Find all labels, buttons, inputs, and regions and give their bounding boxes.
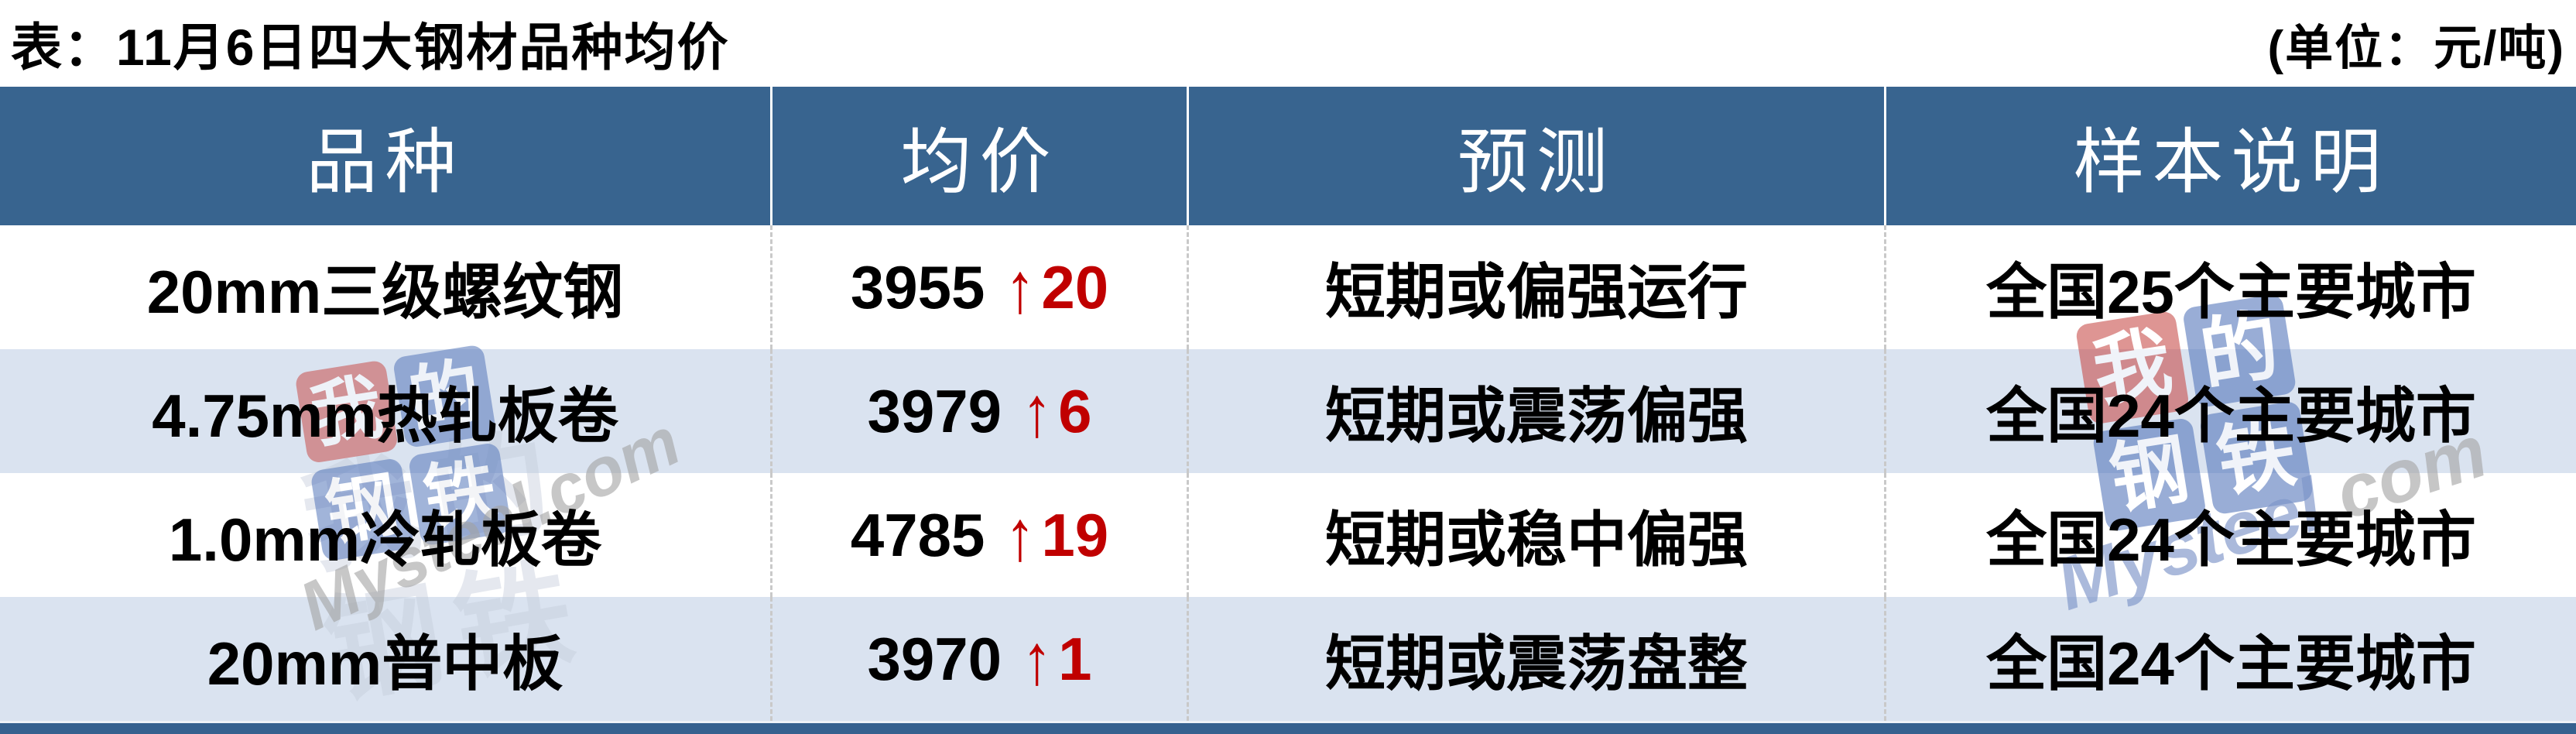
variety-cell: 4.75mm热轧板卷 — [152, 382, 618, 450]
price-value: 4785 — [850, 500, 985, 569]
forecast-cell: 短期或偏强运行 — [1324, 258, 1748, 326]
variety-cell: 20mm三级螺纹钢 — [146, 258, 624, 326]
up-arrow-icon: ↑ — [1022, 370, 1053, 451]
table-row: 4.75mm热轧板卷 3979 ↑ 6 短期或震荡偏强 全国24个主要城市 — [0, 349, 2576, 473]
table-row: 20mm三级螺纹钢 3955 ↑ 20 短期或偏强运行 全国25个主要城市 — [0, 225, 2576, 349]
forecast-cell: 短期或稳中偏强 — [1324, 506, 1748, 574]
price-change: 20 — [1041, 252, 1109, 321]
title-bar: 表：11月6日四大钢材品种均价 (单位：元/吨) — [0, 0, 2576, 87]
bottom-accent-bar — [0, 721, 2576, 734]
sample-cell: 全国24个主要城市 — [1986, 382, 2476, 450]
forecast-cell: 短期或震荡偏强 — [1324, 382, 1748, 450]
col-header-variety: 品种 — [0, 87, 772, 225]
price-cell: 3979 ↑ 6 — [867, 370, 1092, 451]
up-arrow-icon: ↑ — [1005, 246, 1036, 328]
sample-cell: 全国25个主要城市 — [1986, 258, 2476, 326]
price-change: 1 — [1058, 624, 1092, 693]
price-cell: 3970 ↑ 1 — [867, 618, 1092, 698]
variety-cell: 1.0mm冷轧板卷 — [168, 506, 602, 574]
price-cell: 3955 ↑ 20 — [850, 246, 1109, 327]
table-row: 20mm普中板 3970 ↑ 1 短期或震荡盘整 全国24个主要城市 — [0, 597, 2576, 721]
unit-label: (单位：元/吨) — [2267, 22, 2565, 75]
forecast-cell: 短期或震荡盘整 — [1324, 629, 1748, 698]
price-change: 19 — [1041, 500, 1109, 569]
price-change: 6 — [1058, 376, 1092, 445]
price-value: 3979 — [867, 376, 1002, 445]
table-row: 1.0mm冷轧板卷 4785 ↑ 19 短期或稳中偏强 全国24个主要城市 — [0, 473, 2576, 597]
col-header-sample: 样本说明 — [2073, 123, 2389, 202]
price-table-grid: 品种 均价 预测 样本说明 20mm三级螺纹钢 3955 ↑ 20 短期或偏强运行 … — [0, 87, 2576, 734]
sample-cell: 全国24个主要城市 — [1986, 629, 2476, 698]
up-arrow-icon: ↑ — [1005, 494, 1036, 575]
variety-cell: 20mm普中板 — [207, 629, 564, 698]
up-arrow-icon: ↑ — [1022, 618, 1053, 699]
price-value: 3970 — [867, 624, 1002, 693]
col-header-avg-price: 均价 — [772, 87, 1189, 225]
col-header-forecast: 预测 — [1189, 87, 1886, 225]
price-cell: 4785 ↑ 19 — [850, 494, 1109, 575]
table-header-row: 品种 均价 预测 样本说明 — [0, 87, 2576, 225]
page-title: 表：11月6日四大钢材品种均价 — [11, 19, 730, 76]
sample-cell: 全国24个主要城市 — [1986, 506, 2476, 574]
price-value: 3955 — [850, 252, 985, 321]
